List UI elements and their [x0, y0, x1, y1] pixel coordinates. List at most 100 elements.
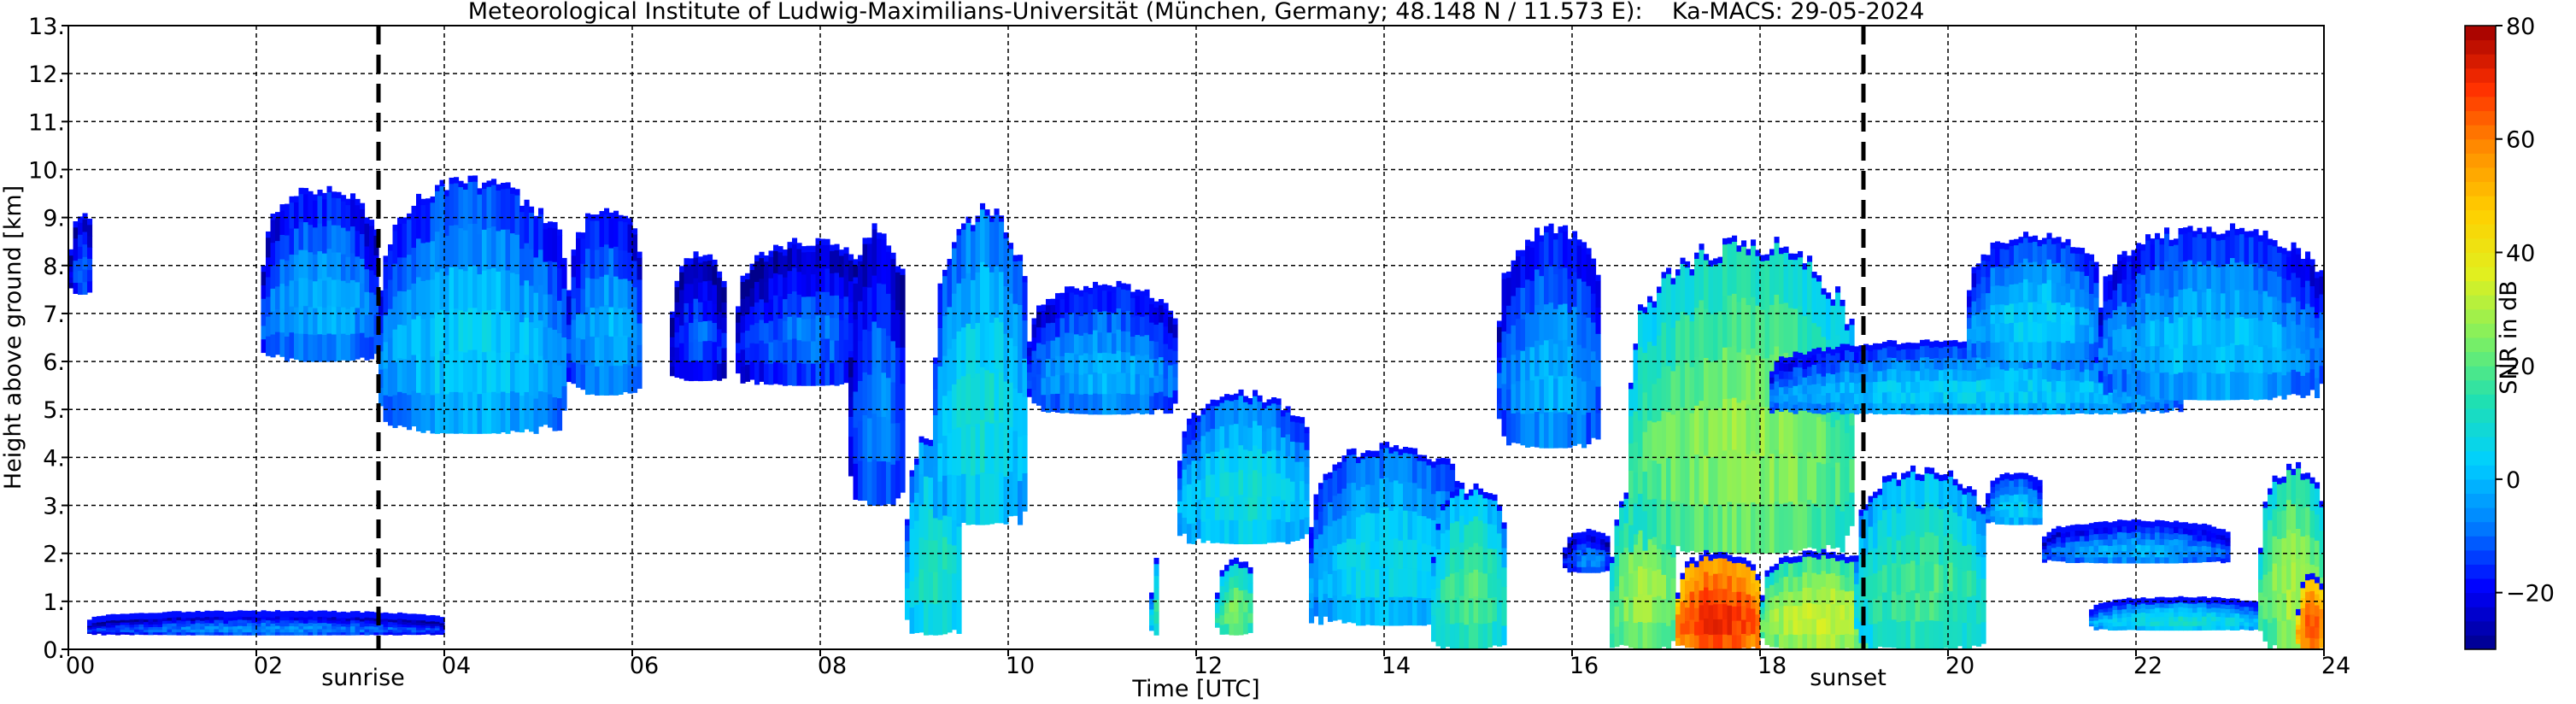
echo-cell: [543, 294, 549, 327]
echo-cell: [2230, 285, 2236, 315]
echo-cell: [425, 355, 431, 393]
echo-cell: [1591, 379, 1597, 409]
echo-cell: [298, 333, 304, 362]
echo-cell: [1544, 303, 1550, 341]
echo-cell: [1873, 360, 1879, 372]
echo-cell: [2084, 379, 2090, 392]
echo-cell: [2093, 282, 2099, 298]
echo-cell: [1196, 440, 1202, 461]
echo-region: [848, 223, 906, 507]
echo-cell: [1821, 420, 1827, 465]
echo-cell: [2033, 321, 2039, 343]
echo-cell: [308, 306, 314, 335]
echo-cell: [2046, 259, 2052, 280]
echo-cell: [1159, 322, 1165, 340]
echo-edge: [153, 613, 159, 619]
echo-cell: [1882, 369, 1888, 382]
echo-cell: [1699, 299, 1705, 351]
echo-cell: [1802, 618, 1808, 635]
echo-cell: [1647, 499, 1653, 539]
echo-cell: [1887, 402, 1892, 414]
echo-cell: [73, 226, 79, 239]
echo-edge: [1356, 456, 1362, 464]
echo-cell: [1694, 580, 1700, 595]
echo-cell: [1031, 337, 1037, 351]
echo-cell: [1717, 359, 1723, 408]
echo-cell: [2296, 348, 2302, 373]
echo-cell: [745, 364, 751, 382]
echo-cell: [1558, 303, 1564, 341]
echo-cell: [1905, 562, 1911, 593]
echo-cell: [2084, 325, 2090, 342]
echo-cell: [909, 554, 915, 582]
echo-edge: [1182, 431, 1188, 438]
echo-cell: [1675, 500, 1681, 547]
echo-cell: [1454, 520, 1460, 547]
echo-cell: [1431, 614, 1437, 629]
echo-cell: [1999, 285, 2005, 305]
echo-cell: [952, 474, 958, 521]
echo-cell: [510, 232, 516, 273]
echo-cell: [1464, 499, 1470, 525]
echo-cell: [1238, 519, 1244, 545]
echo-cell: [2027, 517, 2033, 525]
echo-cell: [1548, 302, 1554, 339]
echo-cell: [514, 273, 520, 314]
echo-cell: [2225, 263, 2231, 291]
echo-cell: [1313, 538, 1319, 559]
echo-cell: [388, 629, 394, 633]
echo-cell: [1901, 563, 1907, 593]
echo-cell: [702, 320, 708, 342]
echo-cell: [1271, 472, 1277, 496]
echo-cell: [341, 625, 347, 630]
echo-cell: [2065, 263, 2071, 284]
echo-cell: [407, 324, 413, 361]
echo-cell: [1309, 532, 1315, 549]
echo-cell: [580, 314, 586, 340]
echo-cell: [933, 507, 939, 541]
echo-cell: [2244, 318, 2250, 346]
echo-cell: [1563, 375, 1569, 413]
echo-cell: [261, 628, 267, 633]
echo-cell: [1341, 461, 1347, 489]
echo-cell: [2037, 485, 2043, 493]
echo-cell: [1915, 620, 1921, 649]
echo-cell: [707, 279, 713, 301]
echo-cell: [1375, 484, 1381, 513]
echo-cell: [1628, 572, 1634, 599]
echo-edge: [1332, 464, 1338, 471]
echo-edge: [134, 613, 140, 619]
echo-cell: [1516, 255, 1522, 288]
echo-cell: [1318, 556, 1324, 580]
echo-cell: [1840, 604, 1845, 620]
echo-cell: [679, 325, 685, 343]
echo-cell: [1525, 245, 1531, 280]
echo-cell: [1798, 561, 1804, 577]
echo-cell: [947, 431, 953, 475]
echo-cell: [1811, 384, 1817, 395]
echo-cell: [1022, 320, 1028, 359]
echo-cell: [435, 621, 441, 625]
echo-cell: [1347, 455, 1353, 484]
echo-cell: [247, 625, 253, 630]
echo-cell: [2136, 402, 2142, 413]
echo-cell: [275, 625, 281, 630]
echo-cell: [1910, 619, 1916, 649]
echo-cell: [1694, 405, 1700, 455]
echo-cell: [905, 603, 911, 620]
echo-cell: [674, 302, 680, 318]
echo-cell: [1544, 411, 1550, 449]
echo-cell: [947, 514, 953, 545]
echo-cell: [303, 631, 309, 636]
echo-cell: [397, 324, 403, 359]
echo-cell: [1135, 334, 1141, 355]
echo-cell: [1793, 561, 1799, 578]
echo-cell: [1727, 501, 1733, 554]
echo-cell: [1370, 540, 1376, 570]
echo-cell: [1290, 481, 1296, 502]
echo-edge: [1967, 486, 1973, 493]
echo-cell: [1046, 394, 1052, 414]
echo-edge: [261, 610, 267, 617]
echo-cell: [191, 620, 197, 625]
